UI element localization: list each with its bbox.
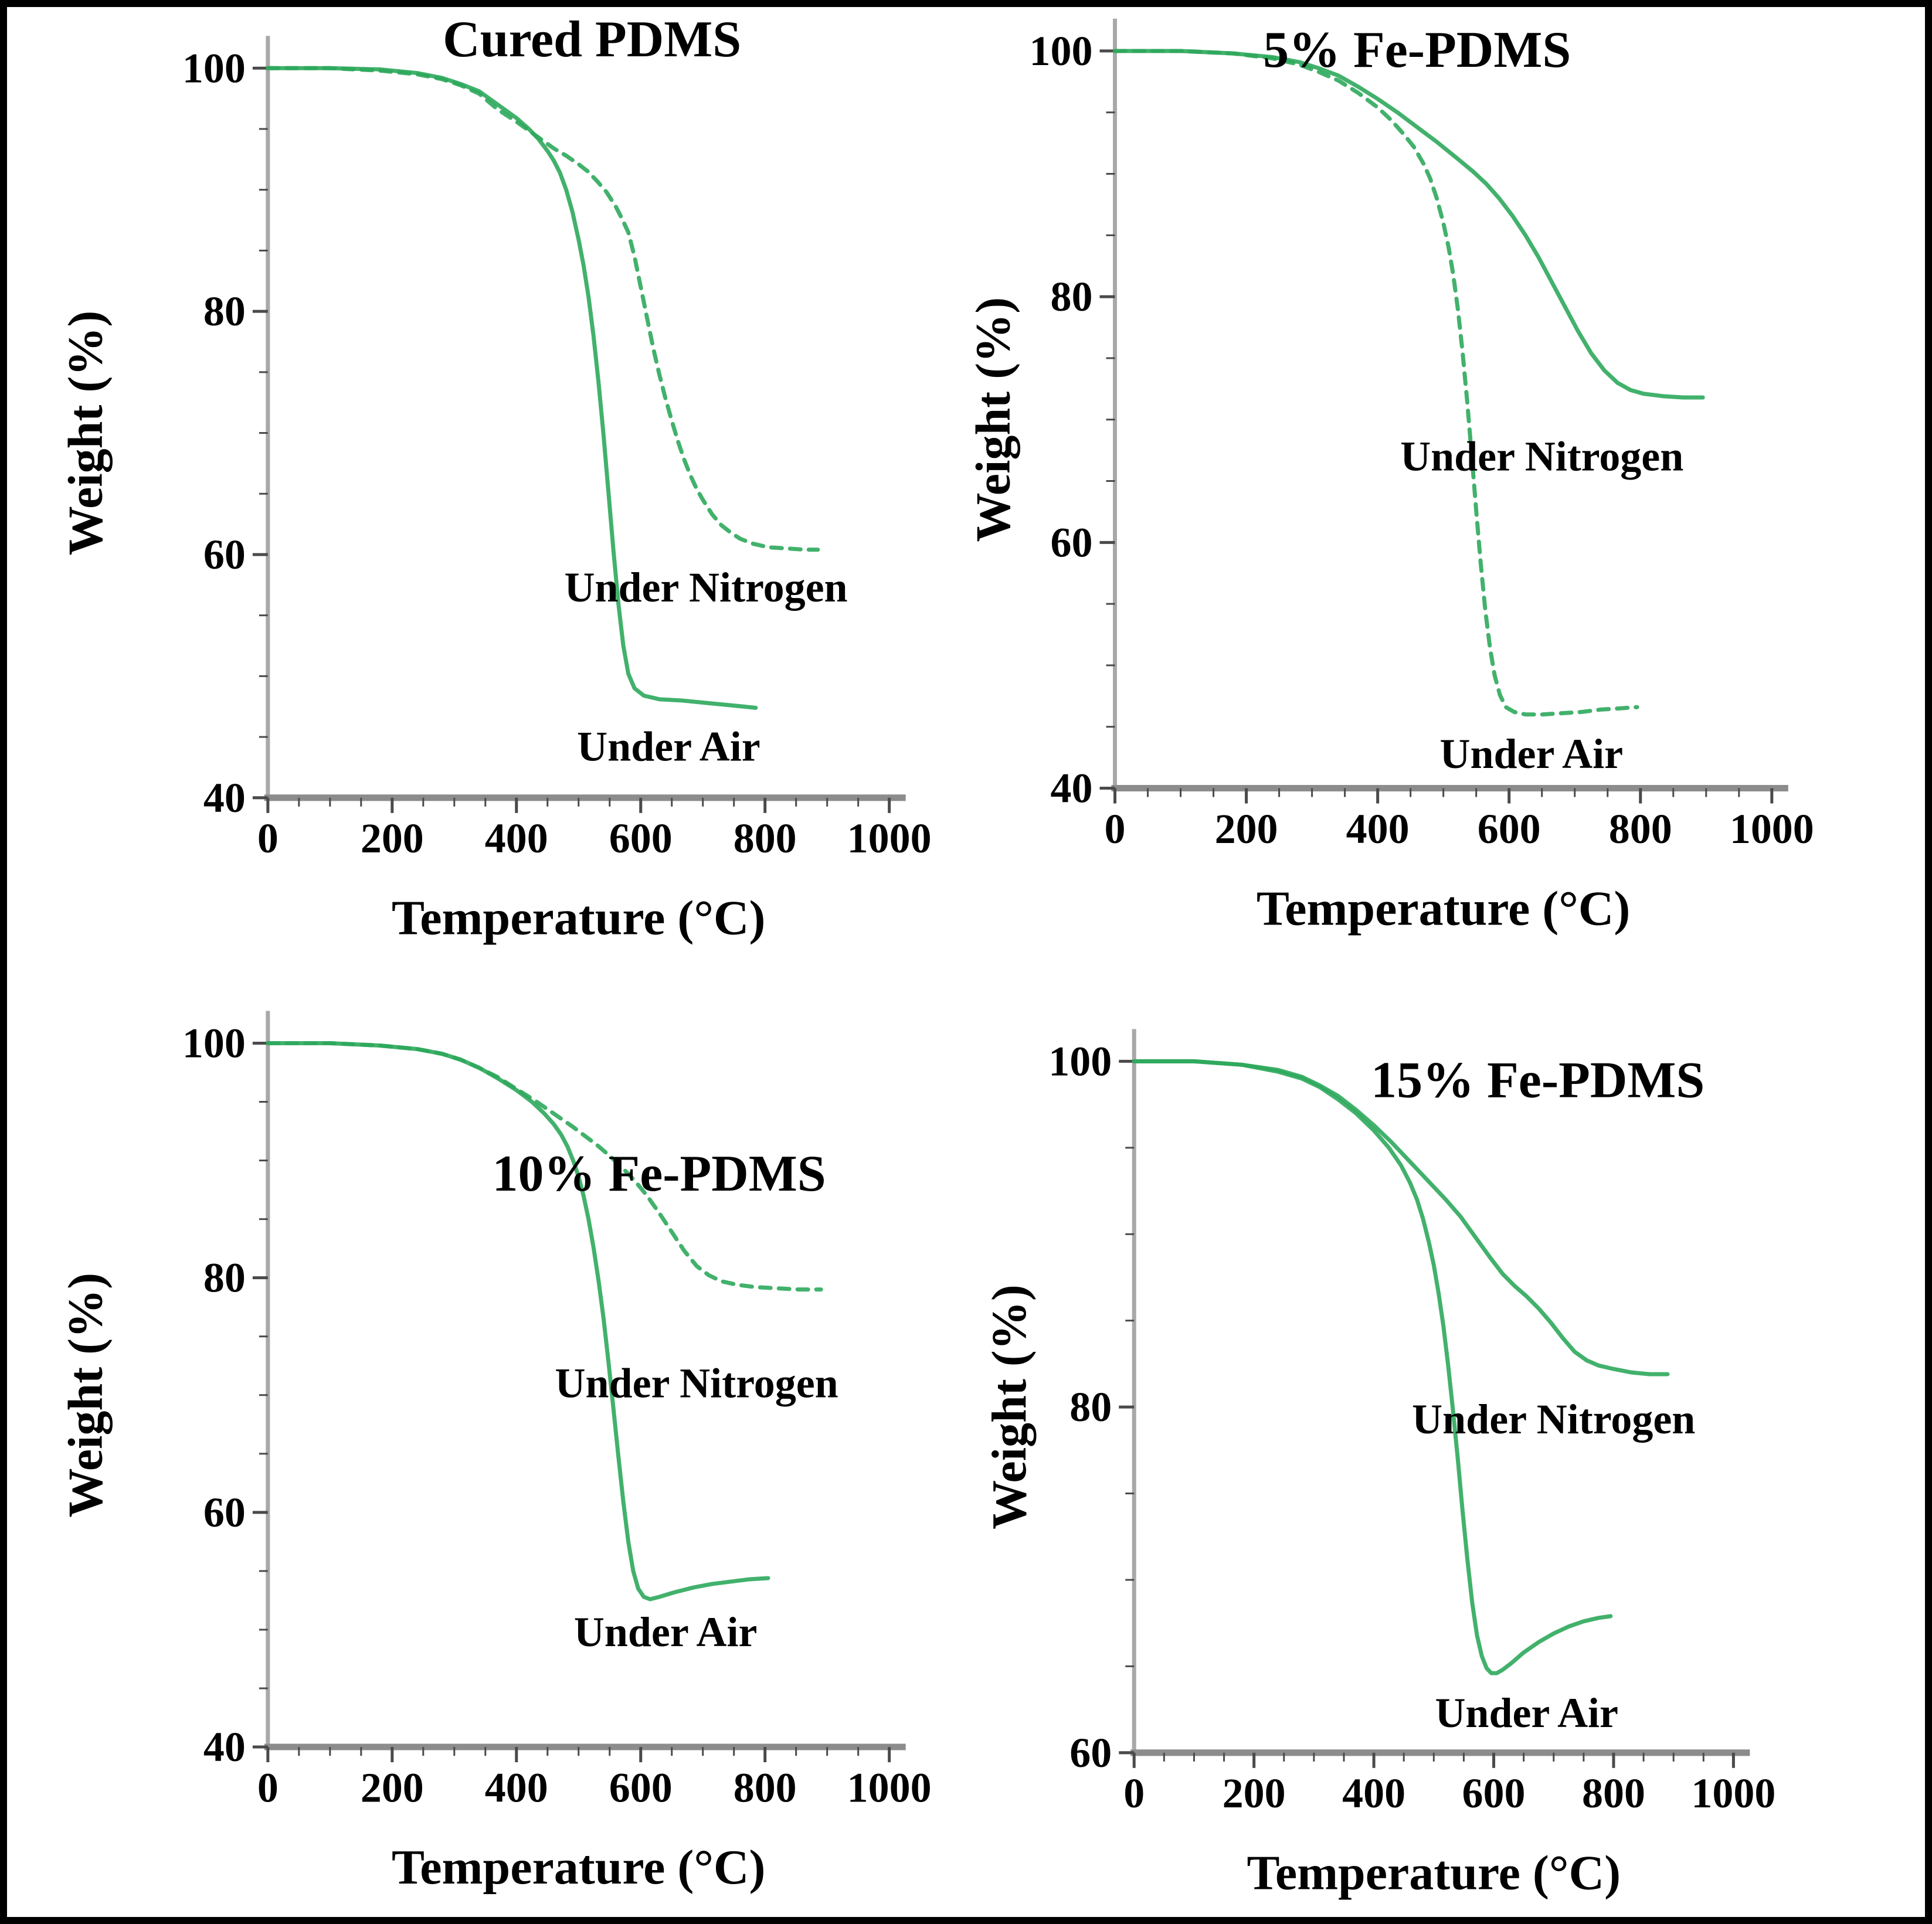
y-tick-label: 80 (203, 1255, 246, 1301)
x-tick-label: 400 (485, 1764, 548, 1811)
panel-5pct-fe-pdms: 0 200 400 600 800 1000 100 80 60 40 Under Nitrogen… (966, 7, 1925, 962)
y-axis-title: Weight (%) (59, 1273, 113, 1518)
under-air-curve (1112, 49, 1639, 717)
under-air-curve (266, 66, 758, 710)
x-tick-label: 400 (1346, 805, 1409, 852)
x-tick-label: 0 (1123, 1770, 1145, 1817)
x-tick-label: 800 (734, 815, 797, 862)
x-axis-title: Temperature (°C) (1247, 1846, 1621, 1901)
y-tick-label: 100 (182, 45, 246, 91)
x-tick-label: 200 (1222, 1770, 1285, 1817)
x-tick-label: 400 (485, 815, 548, 862)
annotation-under-nitrogen: Under Nitrogen (555, 1360, 838, 1407)
x-tick-label: 1000 (847, 1764, 932, 1811)
x-tick-label: 0 (1104, 805, 1125, 852)
y-tick-label: 100 (1029, 28, 1092, 74)
annotation-under-nitrogen: Under Nitrogen (564, 564, 847, 611)
annotation-under-air: Under Air (574, 1609, 758, 1656)
x-tick-label: 1000 (1691, 1770, 1775, 1817)
chart-cured-pdms: 0 200 400 600 800 1000 100 80 60 40 Under Nitrogen… (59, 11, 932, 946)
x-tick-label: 600 (609, 1764, 673, 1811)
x-tick-label: 1000 (847, 815, 932, 862)
panel-title: 15% Fe-PDMS (1371, 1052, 1704, 1109)
chart-10pct-fe-pdms: 0 200 400 600 800 1000 100 80 60 40 Under Nitrogen… (59, 1011, 932, 1895)
y-axis-title: Weight (%) (966, 297, 1020, 542)
under-air-curve (1132, 1059, 1612, 1675)
chart-5pct-fe-pdms: 0 200 400 600 800 1000 100 80 60 40 Under Nitrogen… (966, 18, 1814, 936)
x-tick-label: 800 (1608, 805, 1672, 852)
panel-15pct-fe-pdms: 0 200 400 600 800 1000 100 80 60 Under Nitrogen Un… (966, 962, 1925, 1917)
x-tick-label: 200 (1214, 805, 1278, 852)
y-tick-label: 40 (1050, 765, 1092, 812)
y-axis-title: Weight (%) (982, 1284, 1037, 1529)
x-axis-title: Temperature (°C) (392, 891, 766, 946)
under-nitrogen-curve (1112, 49, 1705, 400)
x-tick-label: 600 (609, 815, 673, 862)
x-tick-label: 200 (361, 1764, 424, 1811)
under-nitrogen-curve (266, 66, 820, 552)
annotation-under-nitrogen: Under Nitrogen (1412, 1396, 1695, 1443)
y-tick-label: 80 (203, 288, 246, 335)
y-axis-title: Weight (%) (59, 311, 113, 556)
chart-15pct-fe-pdms: 0 200 400 600 800 1000 100 80 60 Under Nitrogen Un… (982, 1029, 1775, 1901)
y-tick-label: 60 (203, 531, 246, 578)
y-tick-label: 40 (203, 774, 246, 821)
annotation-under-nitrogen: Under Nitrogen (1400, 433, 1683, 480)
y-tick-label: 100 (1048, 1038, 1112, 1085)
panel-title: 10% Fe-PDMS (493, 1145, 826, 1202)
y-tick-label: 80 (1050, 273, 1092, 320)
x-tick-label: 400 (1342, 1770, 1405, 1817)
x-axis-title: Temperature (°C) (1256, 881, 1630, 936)
x-tick-label: 600 (1477, 805, 1540, 852)
y-tick-label: 60 (1069, 1729, 1112, 1776)
x-tick-label: 1000 (1729, 805, 1814, 852)
under-air-curve (266, 1041, 770, 1602)
x-tick-label: 0 (257, 1764, 279, 1811)
x-tick-label: 800 (1581, 1770, 1645, 1817)
y-tick-label: 60 (1050, 519, 1092, 566)
annotation-under-air: Under Air (1439, 730, 1623, 777)
annotation-under-air: Under Air (577, 723, 760, 770)
x-tick-label: 0 (257, 815, 279, 862)
x-tick-label: 600 (1462, 1770, 1525, 1817)
x-tick-label: 200 (361, 815, 424, 862)
panel-cured-pdms: 0 200 400 600 800 1000 100 80 60 40 Under Nitrogen… (7, 7, 966, 962)
panel-title: Cured PDMS (443, 11, 741, 68)
annotation-under-air: Under Air (1435, 1690, 1618, 1736)
x-tick-label: 800 (734, 1764, 797, 1811)
x-axis-title: Temperature (°C) (392, 1840, 766, 1895)
y-tick-label: 60 (203, 1489, 246, 1536)
panel-title: 5% Fe-PDMS (1263, 22, 1571, 79)
y-tick-label: 40 (203, 1724, 246, 1770)
panel-10pct-fe-pdms: 0 200 400 600 800 1000 100 80 60 40 Under Nitrogen… (7, 962, 966, 1917)
y-tick-label: 80 (1069, 1383, 1112, 1430)
y-tick-label: 100 (182, 1019, 246, 1066)
